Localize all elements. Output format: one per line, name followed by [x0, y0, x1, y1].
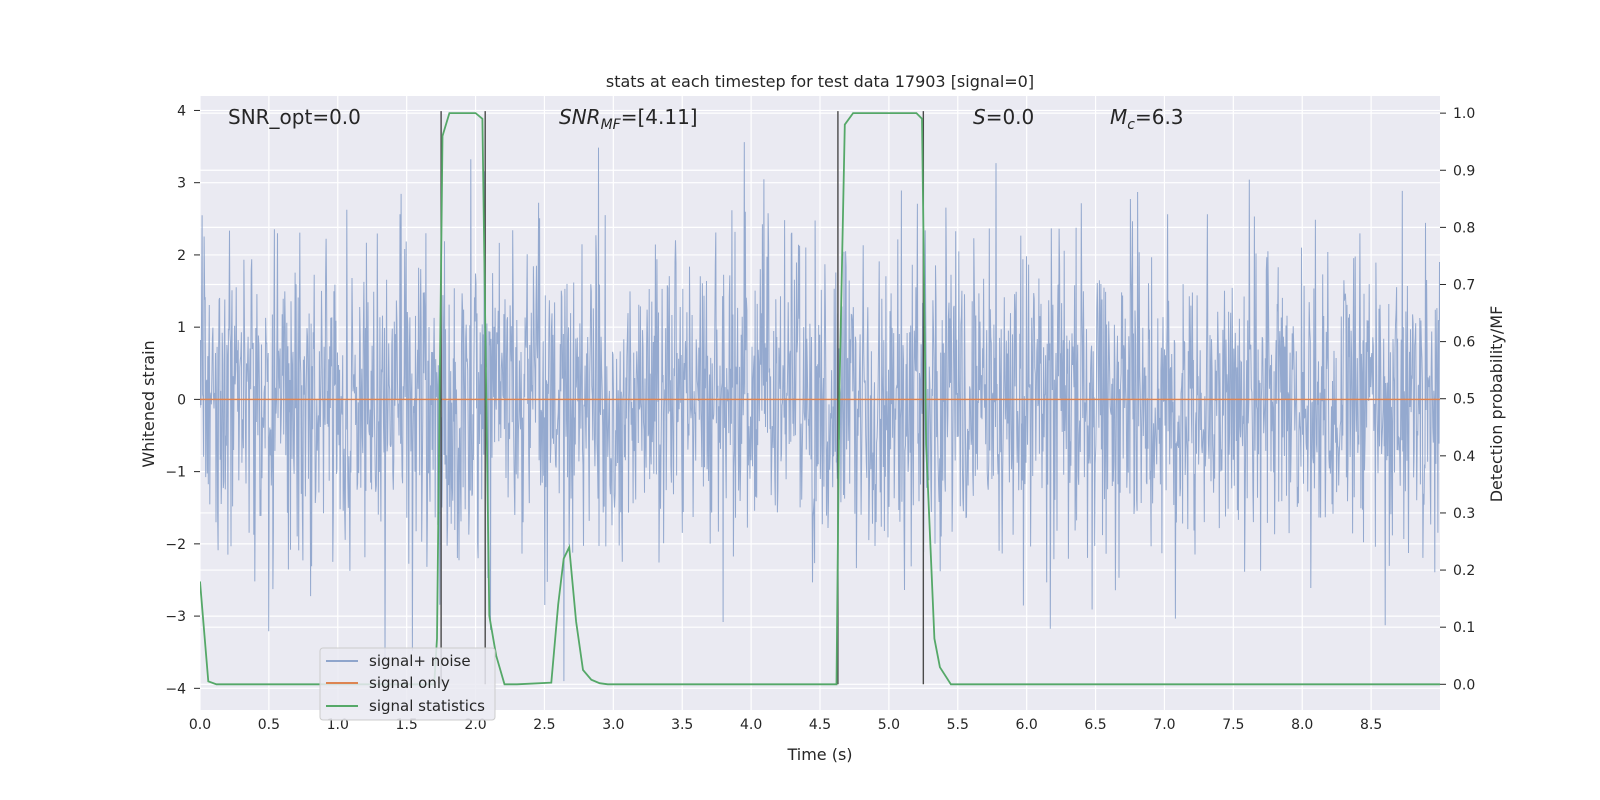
- mc-sub: c: [1127, 117, 1135, 133]
- legend-box: [319, 647, 496, 721]
- y-left-axis-ticks: 4 3 2 1 0 −1 −2 −3 −4: [165, 103, 200, 697]
- y-left-tick-label: 4: [177, 103, 186, 119]
- signal-statistics-line: [200, 112, 1440, 686]
- y-right-tick-label: 0.2: [1453, 563, 1475, 579]
- y-left-tick-label: −3: [165, 609, 186, 625]
- y-right-axis-ticks: 1.0 0.9 0.8 0.7 0.6 0.5 0.4 0.3 0.2 0.1 0.0: [1440, 106, 1475, 693]
- x-tick-label: 0.5: [258, 717, 280, 733]
- y-right-tick-label: 1.0: [1453, 106, 1475, 122]
- snr-mf-sub: MF: [601, 117, 622, 133]
- s-main: S: [973, 105, 986, 129]
- y-right-tick-label: 0.8: [1453, 220, 1475, 236]
- x-tick-label: 1.0: [327, 717, 349, 733]
- y-right-axis-label: Detection probability/MF: [1487, 306, 1506, 503]
- y-right-tick-label: 0.7: [1453, 277, 1475, 293]
- x-tick-label: 1.5: [396, 717, 418, 733]
- y-right-tick-label: 0.0: [1453, 677, 1475, 693]
- mc-main: M: [1110, 105, 1127, 129]
- y-right-tick-label: 0.3: [1453, 506, 1475, 522]
- signal-noise-series: [200, 142, 1440, 682]
- x-tick-label: 2.5: [533, 717, 555, 733]
- x-tick-label: 2.0: [464, 717, 486, 733]
- y-left-tick-label: 1: [177, 320, 186, 336]
- y-right-tick-label: 0.9: [1453, 163, 1475, 179]
- legend-label-signal-only: signal only: [369, 674, 450, 692]
- legend: signal+ noise signal only signal statist…: [319, 647, 496, 721]
- mc-annotation: Mc=6.3: [1110, 105, 1184, 133]
- y-right-tick-label: 0.5: [1453, 392, 1475, 408]
- y-right-tick-label: 0.4: [1453, 449, 1475, 465]
- mc-rest: =6.3: [1135, 105, 1184, 129]
- y-right-tick-label: 0.1: [1453, 620, 1475, 636]
- y-left-axis-label: Whitened strain: [139, 340, 158, 467]
- y-left-tick-label: −2: [165, 537, 186, 553]
- x-tick-label: 7.5: [1222, 717, 1244, 733]
- snr-mf-annotation: SNRMF=[4.11]: [559, 105, 698, 133]
- x-tick-label: 8.0: [1291, 717, 1313, 733]
- x-tick-label: 3.5: [671, 717, 693, 733]
- x-tick-label: 6.5: [1084, 717, 1106, 733]
- legend-label-signal-statistics: signal statistics: [369, 697, 485, 715]
- signal-noise-line: [200, 142, 1440, 682]
- x-tick-label: 7.0: [1153, 717, 1175, 733]
- x-tick-label: 4.0: [740, 717, 762, 733]
- y-left-tick-label: 2: [177, 248, 186, 264]
- snr-mf-main: SNR: [559, 105, 601, 129]
- s-annotation: S=0.0: [973, 105, 1034, 129]
- s-rest: =0.0: [986, 105, 1035, 129]
- chart-title: stats at each timestep for test data 179…: [606, 72, 1034, 91]
- y-left-tick-label: 0: [177, 392, 186, 408]
- x-tick-label: 5.0: [878, 717, 900, 733]
- snr-opt-annotation: SNR_opt=0.0: [228, 105, 361, 129]
- legend-label-signal-noise: signal+ noise: [369, 652, 471, 670]
- snr-mf-rest: =[4.11]: [621, 105, 698, 129]
- y-left-tick-label: 3: [177, 176, 186, 192]
- y-left-tick-label: −4: [165, 681, 186, 697]
- x-tick-label: 8.5: [1360, 717, 1382, 733]
- x-tick-label: 5.5: [947, 717, 969, 733]
- x-tick-label: 0.0: [189, 717, 211, 733]
- x-tick-label: 3.0: [602, 717, 624, 733]
- signal-statistics-series: [200, 112, 1440, 686]
- x-axis-label: Time (s): [786, 745, 852, 764]
- x-tick-label: 6.0: [1016, 717, 1038, 733]
- x-tick-label: 4.5: [809, 717, 831, 733]
- y-left-tick-label: −1: [165, 465, 186, 481]
- x-axis-ticks: 0.0 0.5 1.0 1.5 2.0 2.5 3.0 3.5 4.0 4.5 5.0 5.5 6.0 6…: [189, 717, 1382, 733]
- y-right-tick-label: 0.6: [1453, 335, 1475, 351]
